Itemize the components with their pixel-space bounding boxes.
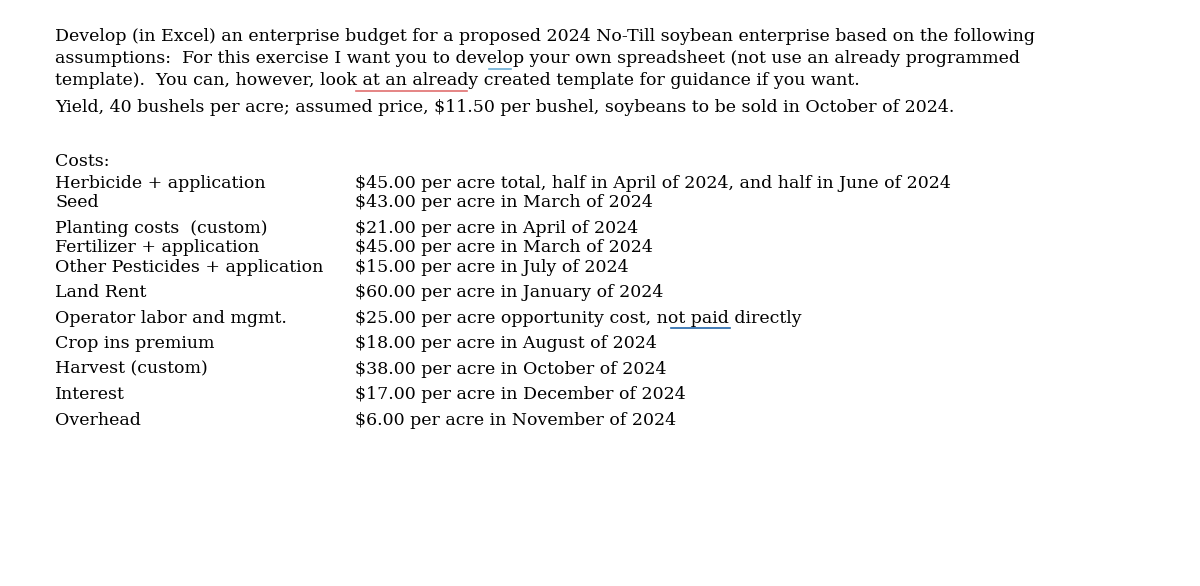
Text: Crop ins premium: Crop ins premium bbox=[55, 335, 215, 352]
Text: Harvest (custom): Harvest (custom) bbox=[55, 361, 208, 378]
Text: Costs:: Costs: bbox=[55, 154, 109, 171]
Text: $45.00 per acre in March of 2024: $45.00 per acre in March of 2024 bbox=[355, 239, 653, 256]
Text: template).  You can, however, look at an already created template for guidance i: template). You can, however, look at an … bbox=[55, 72, 859, 89]
Text: Overhead: Overhead bbox=[55, 412, 140, 429]
Text: $25.00 per acre opportunity cost, not paid directly: $25.00 per acre opportunity cost, not pa… bbox=[355, 310, 802, 327]
Text: $45.00 per acre total, half in April of 2024, and half in June of 2024: $45.00 per acre total, half in April of … bbox=[355, 175, 950, 192]
Text: $6.00 per acre in November of 2024: $6.00 per acre in November of 2024 bbox=[355, 412, 676, 429]
Text: $15.00 per acre in July of 2024: $15.00 per acre in July of 2024 bbox=[355, 259, 629, 276]
Text: Herbicide + application: Herbicide + application bbox=[55, 175, 265, 192]
Text: $38.00 per acre in October of 2024: $38.00 per acre in October of 2024 bbox=[355, 361, 666, 378]
Text: $18.00 per acre in August of 2024: $18.00 per acre in August of 2024 bbox=[355, 335, 656, 352]
Text: $60.00 per acre in January of 2024: $60.00 per acre in January of 2024 bbox=[355, 284, 664, 301]
Text: assumptions:  For this exercise I want you to develop your own spreadsheet (not : assumptions: For this exercise I want yo… bbox=[55, 50, 1020, 67]
Text: Yield, 40 bushels per acre; assumed price, $11.50 per bushel, soybeans to be sol: Yield, 40 bushels per acre; assumed pric… bbox=[55, 99, 954, 116]
Text: Seed: Seed bbox=[55, 195, 98, 212]
Text: Other Pesticides + application: Other Pesticides + application bbox=[55, 259, 323, 276]
Text: Develop (in Excel) an enterprise budget for a proposed 2024 No-Till soybean ente: Develop (in Excel) an enterprise budget … bbox=[55, 28, 1034, 45]
Text: Land Rent: Land Rent bbox=[55, 284, 146, 301]
Text: $17.00 per acre in December of 2024: $17.00 per acre in December of 2024 bbox=[355, 386, 685, 403]
Text: $43.00 per acre in March of 2024: $43.00 per acre in March of 2024 bbox=[355, 195, 653, 212]
Text: Operator labor and mgmt.: Operator labor and mgmt. bbox=[55, 310, 287, 327]
Text: Planting costs  (custom): Planting costs (custom) bbox=[55, 220, 268, 237]
Text: Interest: Interest bbox=[55, 386, 125, 403]
Text: Fertilizer + application: Fertilizer + application bbox=[55, 239, 259, 256]
Text: $21.00 per acre in April of 2024: $21.00 per acre in April of 2024 bbox=[355, 220, 638, 237]
